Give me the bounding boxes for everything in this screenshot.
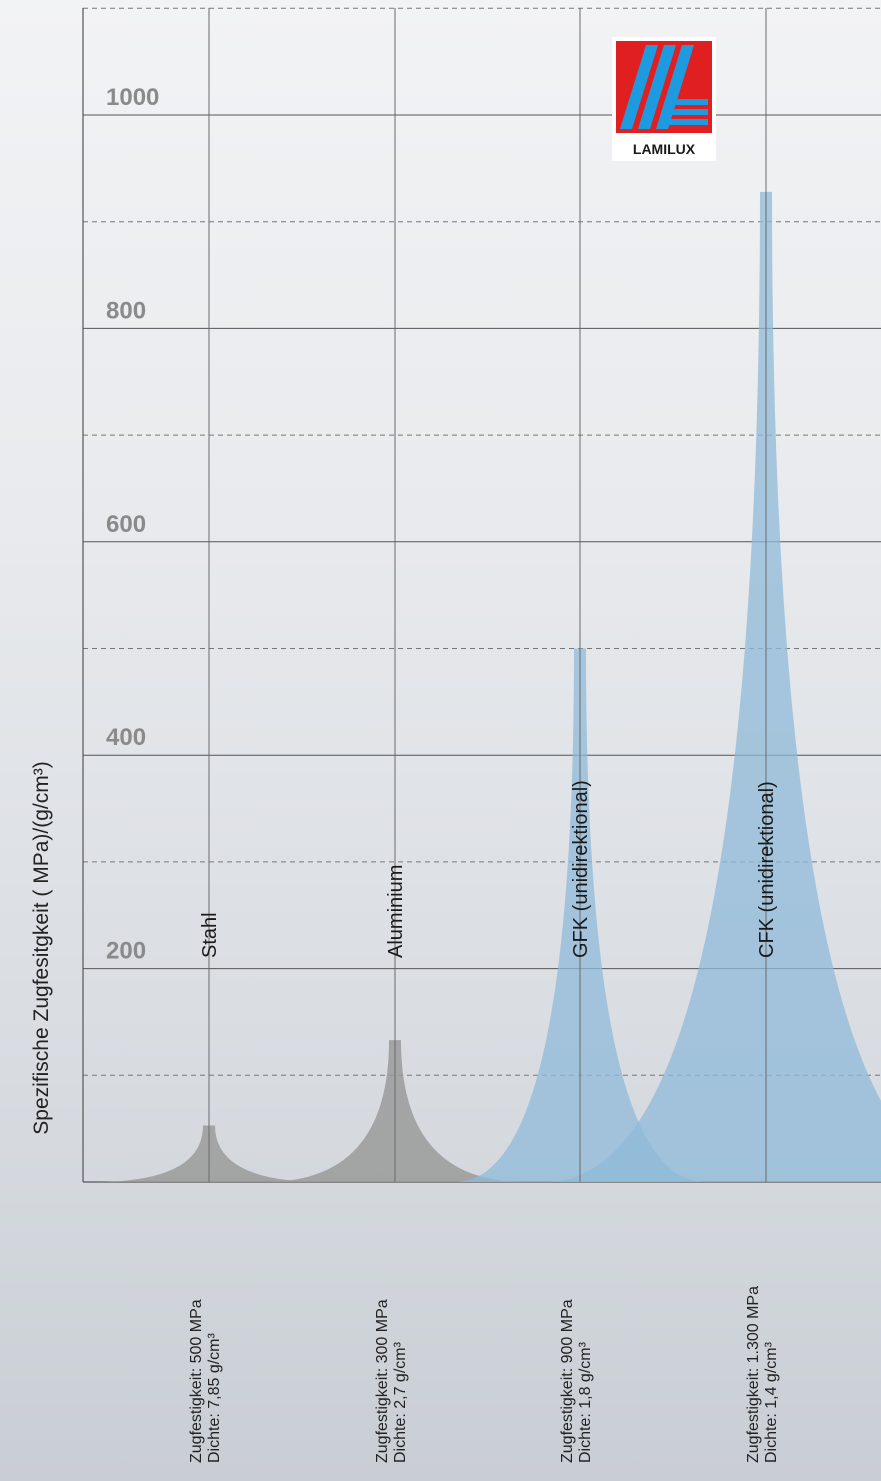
peak-3: [546, 191, 881, 1182]
annotation: Zugfestigkeit: 500 MPa Dichte: 7,85 g/cm³: [188, 1299, 223, 1463]
y-tick-label: 1000: [106, 84, 159, 111]
y-tick-label: 400: [106, 724, 146, 751]
annotation: Zugfestigkeit: 300 MPa Dichte: 2,7 g/cm³: [374, 1299, 409, 1463]
annotations: Zugfestigkeit: 500 MPa Dichte: 7,85 g/cm³…: [188, 1286, 780, 1463]
y-axis-label: Spezifische Zugfesitgkeit ( MPa)/(g/cm³): [30, 761, 53, 1134]
lamilux-logo: LAMILUX: [612, 37, 716, 161]
y-tick-label: 600: [106, 511, 146, 538]
category-label: CFK (unidirektional): [756, 781, 778, 958]
marks: [94, 191, 881, 1182]
category-label: GFK (unidirektional): [570, 780, 592, 958]
logo-stripes: [620, 45, 708, 129]
annotation-strength: Zugfestigkeit: 900 MPa: [559, 1299, 576, 1463]
category-label: Stahl: [199, 912, 221, 958]
y-tick-label: 800: [106, 297, 146, 324]
annotation: Zugfestigkeit: 900 MPa Dichte: 1,8 g/cm³: [559, 1299, 594, 1463]
logo-wordmark: LAMILUX: [633, 141, 696, 157]
annotation-density: Dichte: 1,4 g/cm³: [763, 1341, 780, 1463]
annotation: Zugfestigkeit: 1.300 MPa Dichte: 1,4 g/cm…: [745, 1286, 780, 1463]
annotation-density: Dichte: 1,8 g/cm³: [577, 1341, 594, 1463]
annotation-density: Dichte: 7,85 g/cm³: [206, 1333, 223, 1464]
category-label: Aluminium: [385, 865, 407, 958]
category-lines: [208, 8, 767, 1182]
annotation-strength: Zugfestigkeit: 300 MPa: [374, 1299, 391, 1463]
annotation-strength: Zugfestigkeit: 500 MPa: [188, 1299, 205, 1463]
y-tick-label: 200: [106, 938, 146, 965]
annotation-strength: Zugfestigkeit: 1.300 MPa: [745, 1286, 762, 1463]
annotation-density: Dichte: 2,7 g/cm³: [392, 1341, 409, 1463]
tick-labels: 200 400 600 800 1000: [106, 84, 159, 965]
category-labels: Stahl Aluminium GFK (unidirektional) CFK (u…: [199, 780, 778, 958]
